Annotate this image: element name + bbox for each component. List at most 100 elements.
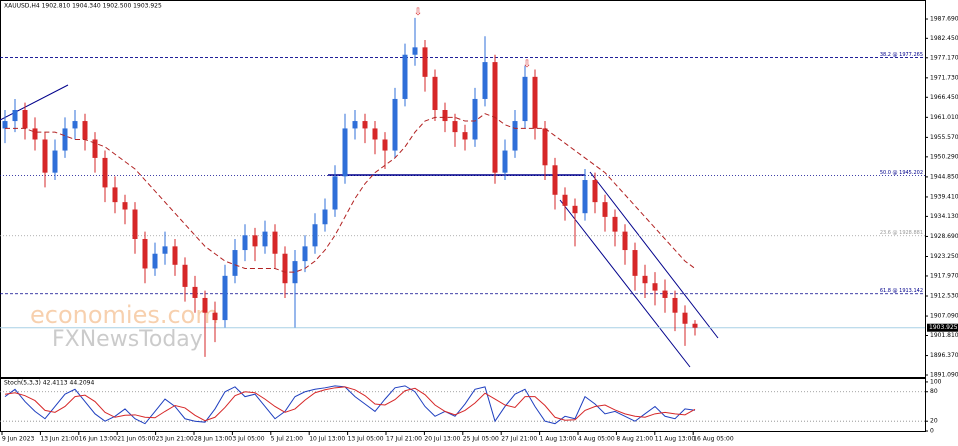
candle-body — [692, 323, 698, 328]
x-tick-label: 27 Jul 21:00 — [501, 436, 537, 443]
candle-body — [102, 157, 108, 188]
x-tick-label: 13 Jul 05:00 — [348, 436, 384, 443]
candle-body — [162, 246, 168, 254]
candle-body — [2, 121, 8, 129]
y-tick-label: 1950.290 — [930, 153, 958, 160]
candle-body — [632, 250, 638, 276]
candle-body — [432, 76, 438, 111]
candle-body — [342, 128, 348, 177]
y-tick-label: 1987.690 — [930, 16, 958, 23]
candle-body — [602, 202, 608, 217]
x-tick-label: 1 Aug 13:00 — [540, 436, 577, 443]
price-box — [927, 323, 958, 332]
candle-body — [242, 235, 248, 251]
candle-body — [452, 121, 458, 133]
watermark: economies.com — [30, 301, 219, 329]
candle-body — [462, 132, 468, 140]
candle-body — [122, 202, 128, 210]
candle-body — [92, 139, 98, 158]
stoch-line — [4, 386, 696, 422]
candle-body — [592, 180, 598, 203]
stoch-title: Stoch(5,3,3) 42.4113 44.2094 — [4, 380, 95, 387]
candle-body — [672, 297, 678, 313]
chart-title: XAUUSD,H4 1902.810 1904.340 1902.500 190… — [4, 3, 162, 10]
y-tick-label: 1912.530 — [930, 293, 958, 300]
candle-body — [292, 261, 298, 284]
candle-body — [262, 231, 268, 247]
candle-body — [62, 128, 68, 151]
trend-line — [0, 84, 69, 121]
candle-body — [332, 176, 338, 210]
stoch-panel — [0, 378, 926, 432]
y-tick-label: 1944.850 — [930, 173, 958, 180]
level-label: 38.2 @ 1977.265 — [880, 52, 923, 58]
x-tick-label: 13 Jun 21:00 — [40, 436, 78, 443]
candle-body — [282, 253, 288, 284]
candle-body — [312, 224, 318, 247]
level-label: 61.8 @ 1913.142 — [880, 288, 923, 294]
stoch-tick-label: 20 — [930, 418, 938, 425]
candle-body — [82, 121, 88, 140]
candle-body — [502, 150, 508, 173]
x-tick-label: 10 Jul 13:00 — [309, 436, 345, 443]
candle-body — [572, 205, 578, 214]
stoch-tick-label: 100 — [930, 378, 942, 385]
candle-body — [362, 121, 368, 129]
y-tick-label: 1982.450 — [930, 35, 958, 42]
candle-body — [562, 194, 568, 206]
candle-body — [252, 235, 258, 247]
candle-body — [202, 297, 208, 313]
candle-body — [422, 47, 428, 77]
x-tick-label: 25 Jul 05:00 — [463, 436, 499, 443]
candle-body — [232, 250, 238, 276]
candle-body — [382, 139, 388, 151]
candle-body — [52, 150, 58, 173]
x-tick-label: 16 Aug 05:00 — [693, 436, 734, 443]
candle-body — [272, 231, 278, 254]
candle-body — [132, 209, 138, 239]
stoch-tick-label: 80 — [930, 388, 938, 395]
y-tick-label: 1971.730 — [930, 74, 958, 81]
candle-body — [32, 128, 38, 140]
price-label: 1903.925 — [929, 324, 958, 331]
y-tick-label: 1977.170 — [930, 54, 958, 61]
candle-body — [582, 180, 588, 214]
candle-body — [42, 139, 48, 173]
x-tick-label: 28 Jun 13:00 — [194, 436, 232, 443]
y-tick-label: 1955.570 — [930, 134, 958, 141]
y-tick-label: 1907.090 — [930, 313, 958, 320]
y-tick-label: 1896.370 — [930, 352, 958, 359]
x-tick-label: 17 Jul 21:00 — [386, 436, 422, 443]
candle-body — [222, 275, 228, 321]
x-tick-label: 5 Jul 21:00 — [271, 436, 303, 443]
candle-body — [182, 264, 188, 287]
level-label: 50.0 @ 1945.202 — [880, 170, 923, 176]
fractal-arrow: ⇩ — [523, 59, 531, 70]
x-tick-label: 3 Jul 05:00 — [232, 436, 264, 443]
y-tick-label: 1923.250 — [930, 253, 958, 260]
x-tick-label: 4 Aug 05:00 — [578, 436, 615, 443]
candle-body — [302, 246, 308, 262]
candle-body — [192, 286, 198, 298]
x-tick-label: 20 Jul 13:00 — [424, 436, 460, 443]
y-tick-label: 1961.010 — [930, 114, 958, 121]
candle-body — [662, 290, 668, 298]
x-tick-label: 16 Jun 13:00 — [79, 436, 117, 443]
candle-body — [442, 110, 448, 122]
main-panel — [0, 0, 926, 378]
channel-upper — [589, 171, 719, 339]
candle-body — [352, 121, 358, 129]
y-tick-label: 1939.410 — [930, 193, 958, 200]
candle-body — [112, 187, 118, 203]
moving-average — [5, 113, 696, 273]
stoch-tick-label: 0 — [930, 428, 934, 435]
y-tick-label: 1934.130 — [930, 213, 958, 220]
x-tick-label: 9 Jun 2023 — [2, 436, 34, 443]
candle-body — [652, 283, 658, 291]
candle-body — [172, 246, 178, 265]
y-tick-label: 1928.690 — [930, 233, 958, 240]
candle-body — [72, 121, 78, 129]
candle-body — [472, 98, 478, 140]
candle-body — [212, 312, 218, 321]
